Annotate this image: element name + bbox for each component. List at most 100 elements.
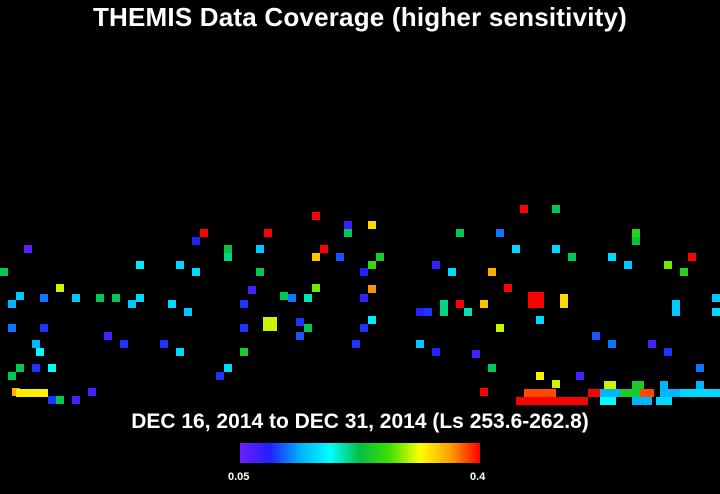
coverage-strip [600, 397, 616, 405]
coverage-cell [263, 317, 277, 331]
coverage-cell [256, 268, 264, 276]
colorbar [240, 443, 480, 463]
coverage-cell [360, 324, 368, 332]
coverage-cell [136, 294, 144, 302]
coverage-cell [312, 284, 320, 292]
coverage-cell [240, 300, 248, 308]
coverage-cell [104, 332, 112, 340]
coverage-cell [168, 300, 176, 308]
coverage-cell [688, 253, 696, 261]
coverage-cell [680, 268, 688, 276]
coverage-cell [240, 348, 248, 356]
coverage-strip [660, 389, 680, 397]
coverage-cell [296, 332, 304, 340]
coverage-cell [528, 292, 544, 308]
coverage-cell [192, 268, 200, 276]
chart-title: THEMIS Data Coverage (higher sensitivity… [92, 2, 628, 32]
coverage-strip [600, 389, 620, 397]
coverage-strip [604, 381, 616, 389]
coverage-strip [660, 381, 668, 389]
coverage-cell [72, 294, 80, 302]
coverage-strip [516, 397, 588, 405]
coverage-strip [620, 389, 640, 397]
coverage-cell [536, 316, 544, 324]
coverage-strip [656, 397, 672, 405]
coverage-cell [672, 308, 680, 316]
coverage-cell [320, 245, 328, 253]
coverage-cell [576, 372, 584, 380]
coverage-cell [456, 300, 464, 308]
coverage-cell [368, 261, 376, 269]
coverage-cell [632, 237, 640, 245]
coverage-cell [32, 340, 40, 348]
coverage-cell [368, 285, 376, 293]
coverage-strip [632, 381, 644, 389]
coverage-cell [56, 284, 64, 292]
coverage-cell [24, 245, 32, 253]
coverage-cell [312, 212, 320, 220]
coverage-cell [632, 229, 640, 237]
coverage-cell [552, 380, 560, 388]
coverage-cell [520, 205, 528, 213]
coverage-cell [552, 245, 560, 253]
colorbar-min-label: 0.05 [228, 471, 250, 483]
coverage-cell [352, 340, 360, 348]
coverage-cell [496, 324, 504, 332]
coverage-cell [488, 268, 496, 276]
coverage-strip [36, 348, 44, 356]
coverage-cell [424, 308, 432, 316]
coverage-cell [8, 372, 16, 380]
colorbar-max-label: 0.4 [470, 471, 486, 483]
coverage-cell [304, 324, 312, 332]
coverage-cell [464, 308, 472, 316]
coverage-cell [336, 253, 344, 261]
coverage-cell [96, 294, 104, 302]
coverage-cell [48, 396, 56, 404]
coverage-cell [312, 253, 320, 261]
coverage-cell [256, 245, 264, 253]
coverage-cell [360, 294, 368, 302]
coverage-cell [56, 396, 64, 404]
coverage-cell [624, 261, 632, 269]
coverage-cell [608, 253, 616, 261]
coverage-cell [440, 300, 448, 308]
coverage-cell [8, 300, 16, 308]
coverage-cell [432, 348, 440, 356]
coverage-cell [280, 292, 288, 300]
coverage-cell [552, 205, 560, 213]
coverage-cell [488, 364, 496, 372]
coverage-cell [176, 348, 184, 356]
coverage-cell [40, 294, 48, 302]
coverage-cell [344, 229, 352, 237]
coverage-cell [416, 308, 424, 316]
coverage-cell [344, 221, 352, 229]
coverage-cell [480, 388, 488, 396]
coverage-strip [632, 397, 652, 405]
coverage-cell [16, 364, 24, 372]
coverage-cell [16, 292, 24, 300]
coverage-cell [264, 229, 272, 237]
coverage-cell [240, 324, 248, 332]
coverage-cell [288, 294, 296, 302]
coverage-cell [248, 286, 256, 294]
coverage-cell [160, 340, 168, 348]
coverage-cell [712, 308, 720, 316]
coverage-cell [112, 294, 120, 302]
coverage-cell [504, 284, 512, 292]
coverage-cell [224, 364, 232, 372]
coverage-strip [588, 389, 600, 397]
coverage-strip [524, 389, 556, 397]
coverage-cell [432, 261, 440, 269]
coverage-cell [40, 324, 48, 332]
date-range-label: DEC 16, 2014 to DEC 31, 2014 (Ls 253.6-2… [131, 410, 589, 433]
coverage-cell [560, 300, 568, 308]
coverage-cell [184, 308, 192, 316]
coverage-cell [672, 300, 680, 308]
coverage-cell [88, 388, 96, 396]
coverage-strip [680, 389, 720, 397]
coverage-cell [416, 340, 424, 348]
coverage-cell [200, 229, 208, 237]
coverage-cell [360, 268, 368, 276]
coverage-cell [224, 253, 232, 261]
